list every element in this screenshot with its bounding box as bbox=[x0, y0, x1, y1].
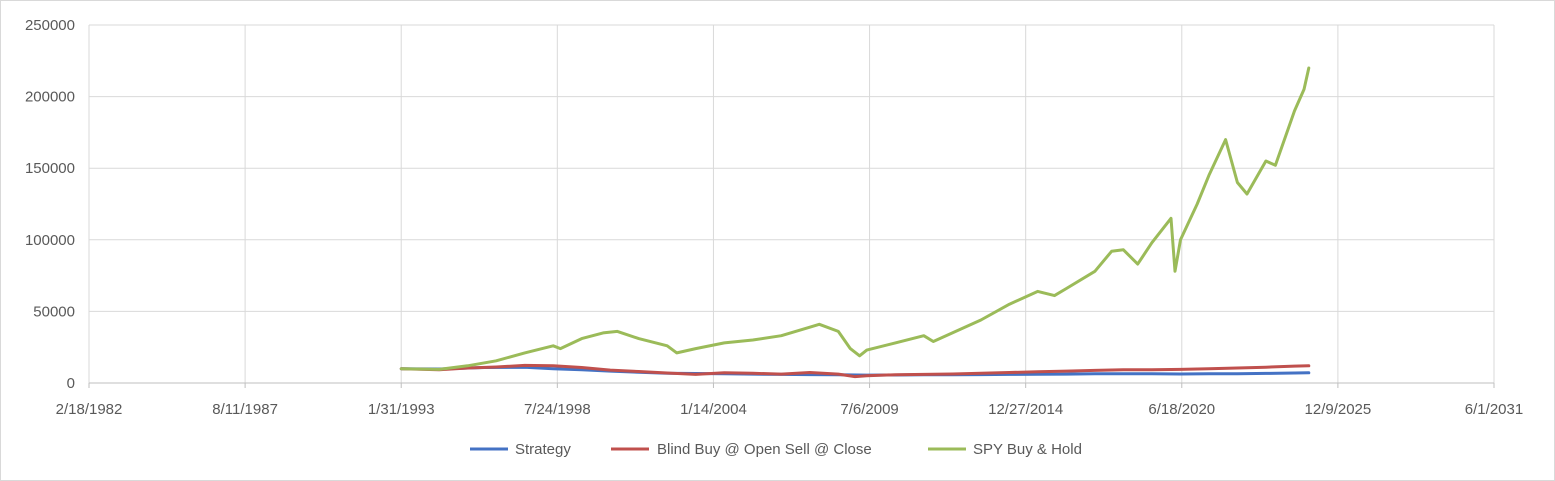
x-tick-label: 8/11/1987 bbox=[212, 401, 278, 418]
y-tick-label: 0 bbox=[67, 375, 75, 392]
x-tick-label: 1/31/1993 bbox=[368, 401, 435, 418]
x-tick-label: 12/9/2025 bbox=[1305, 401, 1372, 418]
axes bbox=[88, 25, 1495, 388]
x-axis-tick-labels: 2/18/1982 8/11/1987 1/31/1993 7/24/1998 1/14… bbox=[56, 401, 1524, 418]
x-tick-label: 2/18/1982 bbox=[56, 401, 123, 418]
x-tick-label: 6/18/2020 bbox=[1148, 401, 1215, 418]
y-tick-label: 50000 bbox=[33, 303, 75, 320]
series-line-2 bbox=[399, 66, 1311, 371]
x-tick-label: 6/1/2031 bbox=[1465, 401, 1523, 418]
series-lines bbox=[399, 66, 1311, 379]
legend-label: Blind Buy @ Open Sell @ Close bbox=[657, 441, 872, 458]
gridlines bbox=[89, 24, 1495, 383]
x-tick-label: 12/27/2014 bbox=[988, 401, 1063, 418]
legend-label: SPY Buy & Hold bbox=[973, 441, 1082, 458]
y-tick-label: 250000 bbox=[25, 17, 75, 34]
y-tick-label: 200000 bbox=[25, 89, 75, 106]
y-axis-tick-labels: 0 50000 100000 150000 200000 250000 bbox=[25, 17, 75, 392]
y-tick-label: 150000 bbox=[25, 160, 75, 177]
legend: Strategy Blind Buy @ Open Sell @ Close SPY… bbox=[470, 441, 1082, 458]
legend-label: Strategy bbox=[515, 441, 571, 458]
x-tick-label: 7/24/1998 bbox=[524, 401, 591, 418]
x-tick-label: 7/6/2009 bbox=[840, 401, 898, 418]
y-tick-label: 100000 bbox=[25, 232, 75, 249]
series-line-1 bbox=[399, 363, 1311, 379]
x-tick-label: 1/14/2004 bbox=[680, 401, 747, 418]
